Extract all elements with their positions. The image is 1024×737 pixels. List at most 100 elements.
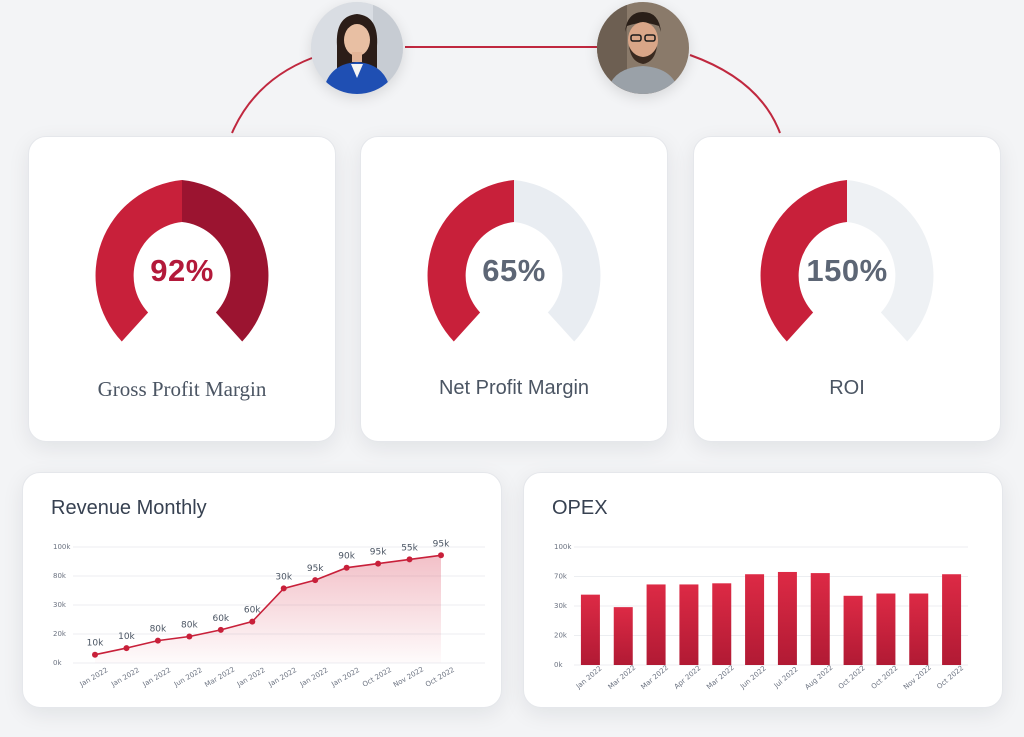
- y-tick-label: 100k: [554, 543, 572, 551]
- data-point: [249, 618, 256, 625]
- data-point: [154, 637, 161, 644]
- y-tick-label: 100k: [53, 543, 71, 551]
- x-tick-label: Oct 2022: [837, 664, 867, 691]
- y-tick-label: 30k: [53, 601, 67, 609]
- data-label: 60k: [212, 614, 229, 624]
- x-tick-label: Mar 2022: [705, 664, 736, 692]
- y-tick-label: 70k: [554, 573, 568, 581]
- data-label: 80k: [181, 620, 198, 630]
- opex-bar: [745, 574, 765, 665]
- data-point: [375, 560, 382, 567]
- x-tick-label: Mar 2022: [639, 664, 670, 692]
- chart-title: OPEX: [552, 497, 608, 519]
- kpi-card-gross-profit-margin: 92% Gross Profit Margin: [28, 136, 336, 442]
- x-tick-label: Oct 2022: [361, 666, 393, 689]
- x-tick-label: Oct 2022: [870, 664, 900, 691]
- revenue-area: [95, 555, 441, 663]
- kpi-card-net-profit-margin: 65% Net Profit Margin: [360, 136, 668, 442]
- opex-bar: [942, 574, 962, 665]
- data-label: 95k: [433, 539, 450, 549]
- data-label: 60k: [244, 606, 261, 616]
- x-tick-label: Jun 2022: [738, 664, 768, 691]
- x-tick-label: Nov 2022: [392, 665, 425, 689]
- x-tick-label: Jun 2022: [172, 666, 204, 689]
- x-tick-label: Mar 2022: [203, 665, 236, 689]
- revenue-chart-card: Revenue Monthly 100k 80k 30k 20k 0k 10k Jan 20…: [22, 472, 502, 708]
- opex-bar: [843, 595, 863, 665]
- x-tick-label: Nov 2022: [902, 664, 933, 692]
- gauge-arc-right: [182, 180, 269, 342]
- data-label: 10k: [87, 639, 104, 649]
- data-label: 30k: [275, 572, 292, 582]
- data-label: 90k: [338, 552, 355, 562]
- x-tick-label: Mar 2022: [607, 664, 638, 692]
- data-point: [343, 564, 350, 571]
- x-tick-label: Oct 2022: [935, 664, 965, 691]
- chart-title: Revenue Monthly: [51, 497, 207, 519]
- opex-bar: [646, 584, 666, 665]
- y-tick-label: 0k: [53, 659, 62, 667]
- data-label: 10k: [118, 632, 135, 642]
- data-point: [280, 585, 287, 592]
- kpi-label: ROI: [829, 377, 865, 399]
- gauge-fill: [427, 180, 514, 342]
- x-tick-label: Aug 2022: [803, 664, 834, 692]
- gauge-fill: [760, 180, 847, 342]
- x-tick-label: Jan 2022: [329, 666, 361, 689]
- gauge: [760, 180, 934, 342]
- y-tick-label: 20k: [53, 630, 67, 638]
- kpi-value: 65%: [482, 253, 546, 288]
- man-avatar: [597, 2, 689, 94]
- revenue-line-chart: 100k 80k 30k 20k 0k 10k Jan 2022 10k Jan 2022 80k…: [53, 539, 485, 689]
- x-tick-label: Oct 2022: [424, 666, 456, 689]
- opex-bar: [580, 594, 600, 665]
- x-tick-label: Jan 2022: [141, 666, 173, 689]
- kpi-label: Net Profit Margin: [438, 377, 590, 399]
- person-female-icon: [311, 2, 403, 94]
- opex-bar: [909, 593, 929, 665]
- kpi-label: Gross Profit Margin: [97, 377, 267, 401]
- x-tick-label: Jan 2022: [298, 666, 330, 689]
- data-point: [92, 651, 98, 658]
- x-tick-label: Jul 2022: [772, 665, 800, 690]
- woman-avatar: [311, 2, 403, 94]
- x-tick-label: Apr 2022: [673, 664, 703, 691]
- y-tick-label: 0k: [554, 661, 563, 669]
- revenue-line: [94, 554, 442, 656]
- data-point: [406, 556, 413, 563]
- kpi-value: 150%: [806, 253, 888, 288]
- y-tick-label: 80k: [53, 572, 67, 580]
- data-label: 80k: [150, 625, 167, 635]
- opex-bar: [876, 593, 896, 665]
- x-tick-label: Jan 2022: [109, 666, 141, 689]
- opex-bar: [679, 584, 699, 665]
- x-tick-label: Jan 2022: [235, 666, 267, 689]
- opex-bar: [777, 571, 797, 665]
- kpi-card-roi: 150% ROI: [693, 136, 1001, 442]
- data-point: [123, 645, 130, 652]
- x-tick-label: Jan 2022: [267, 666, 299, 689]
- gauge: [427, 180, 601, 342]
- x-tick-label: Jan 2022: [78, 666, 110, 689]
- data-label: 95k: [307, 564, 324, 574]
- data-point: [186, 633, 193, 640]
- x-tick-label: Jan 2022: [574, 664, 604, 691]
- data-label: 95k: [370, 548, 387, 558]
- y-tick-label: 20k: [554, 632, 568, 640]
- opex-bar: [613, 607, 633, 665]
- gauge-arc-left: [95, 180, 182, 342]
- opex-bar: [712, 583, 732, 665]
- y-tick-label: 30k: [554, 602, 568, 610]
- gauge: [95, 180, 269, 342]
- data-point: [312, 577, 319, 584]
- opex-chart-card: OPEX 100k 70k 30k 20k 0k Jan 2022 Mar 2022 Mar …: [523, 472, 1003, 708]
- kpi-value: 92%: [150, 253, 214, 288]
- gauge-track: [514, 180, 601, 342]
- opex-bar: [810, 573, 830, 665]
- data-point: [438, 552, 444, 559]
- data-point: [217, 626, 224, 633]
- data-label: 55k: [401, 543, 418, 553]
- person-male-icon: [597, 2, 689, 94]
- gauge-track: [847, 180, 934, 342]
